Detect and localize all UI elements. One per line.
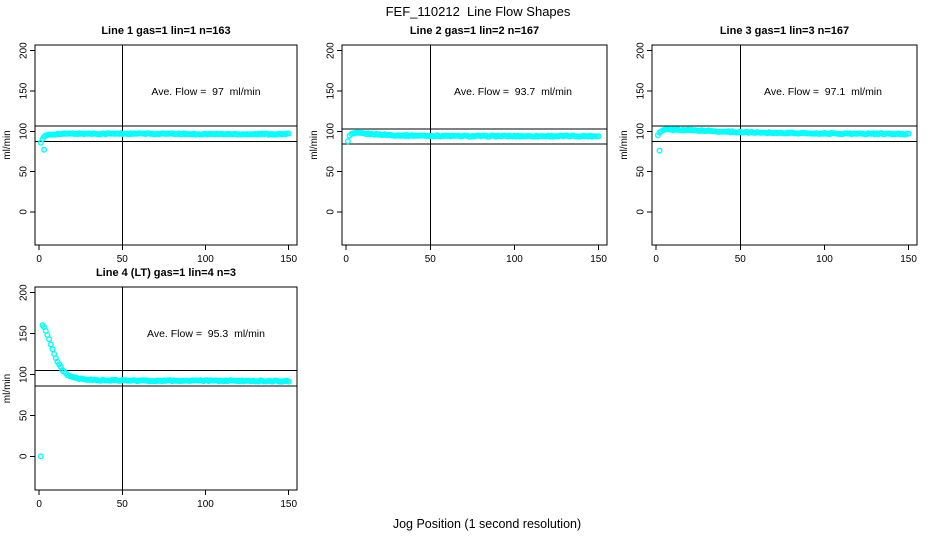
panel-title-line-3: Line 3 gas=1 lin=3 n=167: [719, 25, 850, 37]
x-axis-title: Jog Position (1 second resolution): [392, 517, 582, 531]
y-tick-label: 150: [636, 82, 647, 99]
x-tick-label: 0: [36, 499, 42, 510]
x-tick-label: 150: [900, 254, 917, 265]
y-tick-label: 200: [19, 284, 30, 301]
plot-border: [651, 44, 918, 246]
y-tick-label: 50: [19, 166, 30, 178]
y-axis-title: ml/min: [2, 130, 13, 159]
y-tick-label: 150: [19, 325, 30, 342]
y-tick-label: 0: [326, 209, 337, 215]
data-point: [41, 146, 48, 153]
ave-flow-annotation-line-2: Ave. Flow = 93.7 ml/min: [454, 86, 572, 98]
x-tick-label: 0: [36, 254, 42, 265]
y-axis-title: ml/min: [619, 130, 630, 159]
panel-title-line-1: Line 1 gas=1 lin=1 n=163: [101, 25, 231, 37]
x-tick-label: 100: [816, 254, 833, 265]
plot-border: [341, 44, 608, 246]
y-axis-title: ml/min: [2, 374, 13, 403]
data-point: [285, 130, 292, 137]
data-point: [46, 336, 53, 343]
x-tick-label: 50: [117, 499, 129, 510]
data-point: [344, 138, 351, 145]
x-tick-label: 50: [425, 254, 437, 265]
x-tick-label: 150: [280, 254, 297, 265]
ave-flow-annotation-line-3: Ave. Flow = 97.1 ml/min: [764, 86, 882, 98]
x-tick-label: 100: [197, 254, 214, 265]
data-point: [47, 341, 54, 348]
y-tick-label: 0: [636, 209, 647, 215]
y-tick-label: 50: [19, 410, 30, 422]
y-tick-label: 50: [326, 166, 337, 178]
y-tick-label: 100: [19, 366, 30, 383]
y-tick-label: 100: [326, 123, 337, 140]
data-point: [905, 130, 912, 137]
panel-title-line-4: Line 4 (LT) gas=1 lin=4 n=3: [95, 267, 237, 279]
y-tick-label: 200: [326, 42, 337, 59]
ave-flow-annotation-line-4: Ave. Flow = 95.3 ml/min: [147, 328, 265, 340]
y-tick-label: 200: [636, 42, 647, 59]
data-point: [37, 453, 44, 460]
data-point: [285, 378, 292, 385]
y-tick-label: 150: [19, 82, 30, 99]
data-point: [656, 147, 663, 154]
data-point: [595, 133, 602, 140]
y-tick-label: 0: [19, 209, 30, 215]
figure-title: FEF_110212 Line Flow Shapes: [385, 4, 571, 19]
x-tick-label: 0: [653, 254, 659, 265]
y-tick-label: 50: [636, 166, 647, 178]
x-tick-label: 150: [590, 254, 607, 265]
x-tick-label: 50: [117, 254, 129, 265]
plot-border: [34, 286, 298, 491]
x-tick-label: 100: [197, 499, 214, 510]
y-tick-label: 200: [19, 42, 30, 59]
y-axis-title: ml/min: [309, 130, 320, 159]
ave-flow-annotation-line-1: Ave. Flow = 97 ml/min: [151, 86, 261, 98]
plot-border: [34, 44, 298, 246]
y-tick-label: 100: [636, 123, 647, 140]
y-tick-label: 150: [326, 82, 337, 99]
x-tick-label: 0: [343, 254, 349, 265]
y-tick-label: 100: [19, 123, 30, 140]
x-tick-label: 100: [506, 254, 523, 265]
y-tick-label: 0: [19, 453, 30, 459]
x-tick-label: 50: [735, 254, 747, 265]
panel-title-line-2: Line 2 gas=1 lin=2 n=167: [409, 25, 540, 37]
x-tick-label: 150: [280, 499, 297, 510]
data-point: [49, 346, 56, 353]
